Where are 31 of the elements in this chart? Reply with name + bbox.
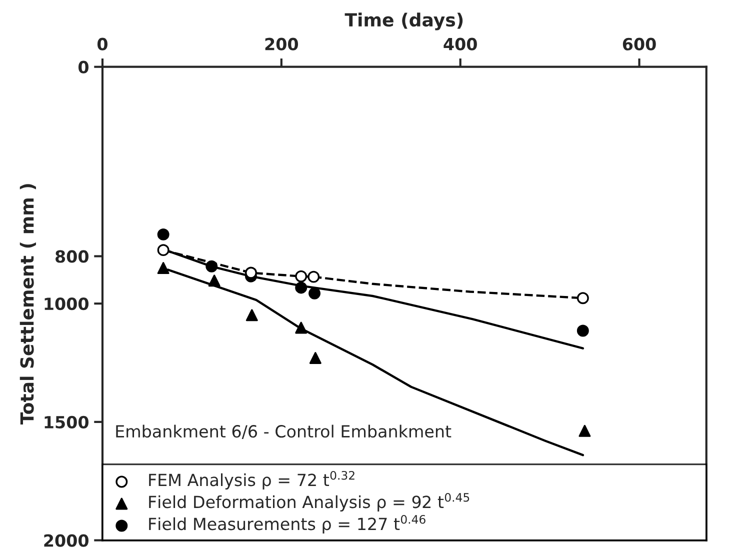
point	[295, 270, 308, 282]
legend-label: Field Measurements ρ = 127 t$^{0.46}$	[149, 514, 426, 534]
x-tick-label: 400	[444, 38, 477, 50]
point	[578, 424, 591, 437]
x-tick-label: 200	[265, 38, 298, 50]
y-tick-label: 1500	[44, 416, 88, 428]
x-tick-label: 0	[97, 38, 108, 50]
point	[246, 309, 258, 322]
y-tick-label: 0	[78, 60, 88, 74]
legend-label: Field Deformation Analysis ρ = 92 t$^{0.45}$	[149, 492, 470, 512]
legend-label: FEM Analysis ρ = 72 t$^{0.32}$	[149, 470, 354, 490]
y-tick-label: 1000	[44, 298, 88, 310]
point	[157, 262, 170, 274]
x-axis-title: Time (days)	[344, 12, 463, 30]
point	[206, 260, 218, 272]
point	[308, 287, 320, 300]
point	[576, 324, 589, 337]
point	[576, 292, 589, 304]
point	[157, 228, 170, 240]
x-tick-label: 600	[622, 38, 656, 50]
point	[308, 270, 320, 283]
y-tick-label: 800	[56, 250, 88, 263]
point	[157, 244, 170, 256]
y-tick-label: 2000	[44, 534, 88, 547]
point	[309, 352, 322, 364]
annotation: Embankment 6/6 - Control Embankment	[116, 424, 452, 439]
y-axis-title: Total Settlement ( mm )	[20, 184, 36, 425]
point	[245, 266, 257, 279]
point	[208, 274, 220, 287]
point	[295, 322, 308, 334]
point	[295, 282, 308, 294]
